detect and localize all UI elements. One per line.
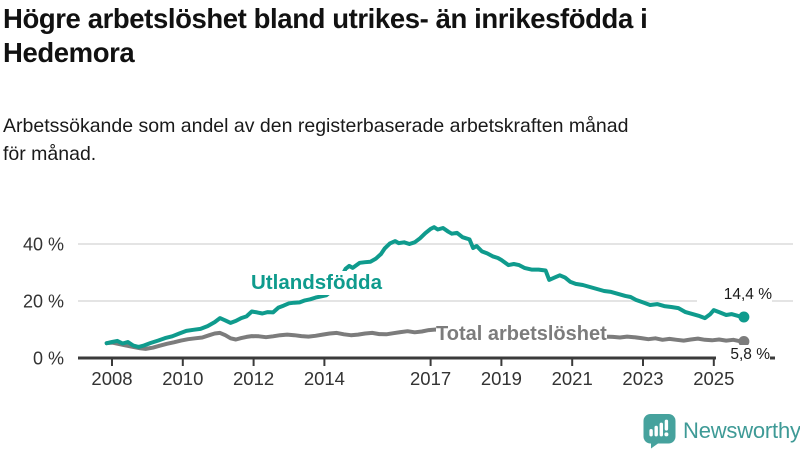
series-line-1 — [104, 327, 746, 351]
x-tick-label-2025: 2025 — [693, 368, 734, 389]
title-line-2: Hedemora — [3, 37, 135, 68]
x-tick-label-2023: 2023 — [622, 368, 663, 389]
logo-bubble — [643, 413, 676, 443]
x-tick-label-2021: 2021 — [552, 368, 593, 389]
x-tick-label-2014: 2014 — [304, 368, 345, 389]
x-tick-label-2012: 2012 — [233, 368, 274, 389]
end-value-label-total: 5,8 % — [716, 345, 770, 364]
y-tick-label-20: 20 % — [23, 292, 64, 312]
subtitle-line-2: för månad. — [3, 143, 97, 165]
subtitle-line-1: Arbetssökande som andel av den registerb… — [3, 115, 629, 137]
x-tick-label-2019: 2019 — [481, 368, 522, 389]
x-tick-label-2017: 2017 — [410, 368, 451, 389]
end-dot-1 — [738, 335, 750, 347]
series-label-total-arbetsloshet: Total arbetslöshet — [436, 322, 607, 347]
y-tick-label-0: 0 % — [33, 349, 64, 369]
series-label-utlandsfodda: Utlandsfödda — [251, 271, 382, 295]
y-tick-label-40: 40 % — [23, 235, 64, 255]
line-chart: 0 % 20 % 40 % 2008 2010 2012 2014 2017 2019 2021 2… — [0, 190, 800, 405]
end-dot-0 — [738, 311, 750, 323]
logo-bubble-tail — [651, 440, 662, 448]
x-tick-label-2008: 2008 — [91, 368, 132, 389]
end-value-label-utlandsfodda: 14,4 % — [697, 285, 772, 304]
newsworthy-wordmark: Newsworthy — [683, 417, 800, 443]
chart-subtitle: Arbetssökande som andel av den registerb… — [3, 112, 628, 168]
newsworthy-logo: Newsworthy — [642, 412, 800, 449]
chart-svg: 0 % 20 % 40 % 2008 2010 2012 2014 2017 2019 2021 2… — [23, 225, 793, 389]
title-line-1: Högre arbetslöshet bland utrikes- än inr… — [3, 3, 648, 34]
x-tick-label-2010: 2010 — [162, 368, 203, 389]
page-title: Högre arbetslöshet bland utrikes- än inr… — [3, 2, 798, 70]
series-line-0 — [104, 225, 746, 349]
newsworthy-logo-icon — [643, 413, 676, 448]
